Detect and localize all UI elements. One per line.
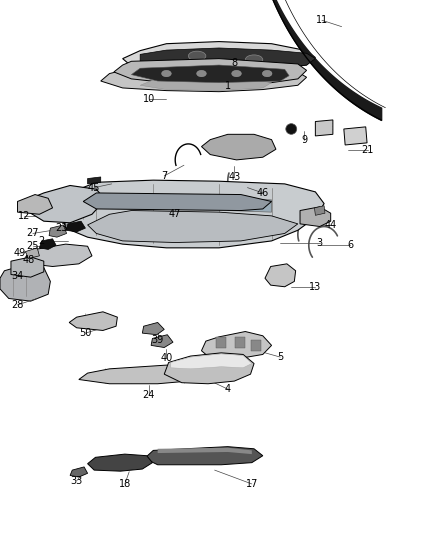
Polygon shape [88, 211, 298, 243]
Polygon shape [114, 59, 307, 84]
Text: 24: 24 [143, 391, 155, 400]
Polygon shape [166, 195, 210, 209]
Polygon shape [315, 120, 333, 136]
Polygon shape [79, 365, 201, 384]
Polygon shape [26, 244, 92, 266]
Polygon shape [83, 193, 272, 211]
Text: 18: 18 [119, 479, 131, 489]
Ellipse shape [286, 124, 297, 134]
Polygon shape [69, 312, 117, 330]
Polygon shape [201, 134, 276, 160]
Text: 6: 6 [347, 240, 353, 250]
Text: 50: 50 [79, 328, 92, 338]
Polygon shape [171, 354, 252, 369]
Text: 3: 3 [317, 238, 323, 247]
Text: 33: 33 [71, 476, 83, 486]
Polygon shape [61, 180, 324, 248]
Text: 40: 40 [160, 353, 173, 363]
Polygon shape [88, 454, 152, 471]
Polygon shape [101, 68, 307, 92]
Polygon shape [300, 207, 331, 227]
Text: 7: 7 [161, 171, 167, 181]
Polygon shape [49, 225, 67, 237]
Polygon shape [235, 337, 245, 348]
Text: 45: 45 [88, 183, 100, 192]
Polygon shape [0, 264, 50, 301]
Polygon shape [70, 467, 88, 477]
Polygon shape [11, 257, 44, 277]
Text: 48: 48 [22, 255, 35, 265]
Polygon shape [131, 65, 289, 83]
Polygon shape [88, 177, 101, 184]
Text: 47: 47 [169, 209, 181, 219]
Ellipse shape [245, 55, 263, 64]
Ellipse shape [162, 70, 171, 77]
Text: 12: 12 [18, 211, 30, 221]
Text: 4: 4 [225, 384, 231, 394]
Polygon shape [140, 48, 315, 69]
Text: 39: 39 [152, 335, 164, 345]
Polygon shape [39, 239, 56, 249]
Polygon shape [66, 221, 85, 232]
Polygon shape [314, 206, 325, 215]
Text: 2: 2 [39, 236, 45, 246]
Text: 9: 9 [301, 135, 307, 144]
Polygon shape [26, 185, 105, 223]
Text: 34: 34 [11, 271, 24, 281]
Polygon shape [123, 42, 315, 72]
Ellipse shape [262, 70, 272, 77]
Ellipse shape [197, 70, 206, 77]
Text: 1: 1 [225, 82, 231, 91]
Text: 21: 21 [362, 146, 374, 155]
Polygon shape [201, 332, 272, 358]
Polygon shape [251, 340, 261, 351]
Polygon shape [142, 322, 164, 335]
Text: 27: 27 [27, 229, 39, 238]
Polygon shape [216, 337, 226, 348]
Polygon shape [344, 127, 367, 145]
Text: 44: 44 [325, 220, 337, 230]
Text: 5: 5 [277, 352, 283, 362]
Text: 43: 43 [228, 172, 240, 182]
Polygon shape [25, 248, 39, 259]
Text: 49: 49 [14, 248, 26, 258]
Text: 25: 25 [27, 241, 39, 251]
Polygon shape [265, 264, 296, 287]
Ellipse shape [232, 70, 241, 77]
Text: 17: 17 [246, 479, 258, 489]
Polygon shape [151, 335, 173, 348]
Polygon shape [228, 198, 272, 212]
Text: 8: 8 [231, 58, 237, 68]
Text: 46: 46 [257, 188, 269, 198]
Polygon shape [105, 196, 140, 208]
Polygon shape [164, 353, 254, 384]
Polygon shape [18, 195, 53, 214]
Polygon shape [145, 447, 263, 465]
Polygon shape [140, 78, 272, 91]
Ellipse shape [188, 51, 206, 61]
Text: 13: 13 [309, 282, 321, 292]
Text: 11: 11 [316, 15, 328, 25]
Polygon shape [158, 448, 252, 454]
Text: 10: 10 [143, 94, 155, 103]
Text: 23: 23 [55, 223, 67, 233]
Text: 28: 28 [11, 300, 24, 310]
